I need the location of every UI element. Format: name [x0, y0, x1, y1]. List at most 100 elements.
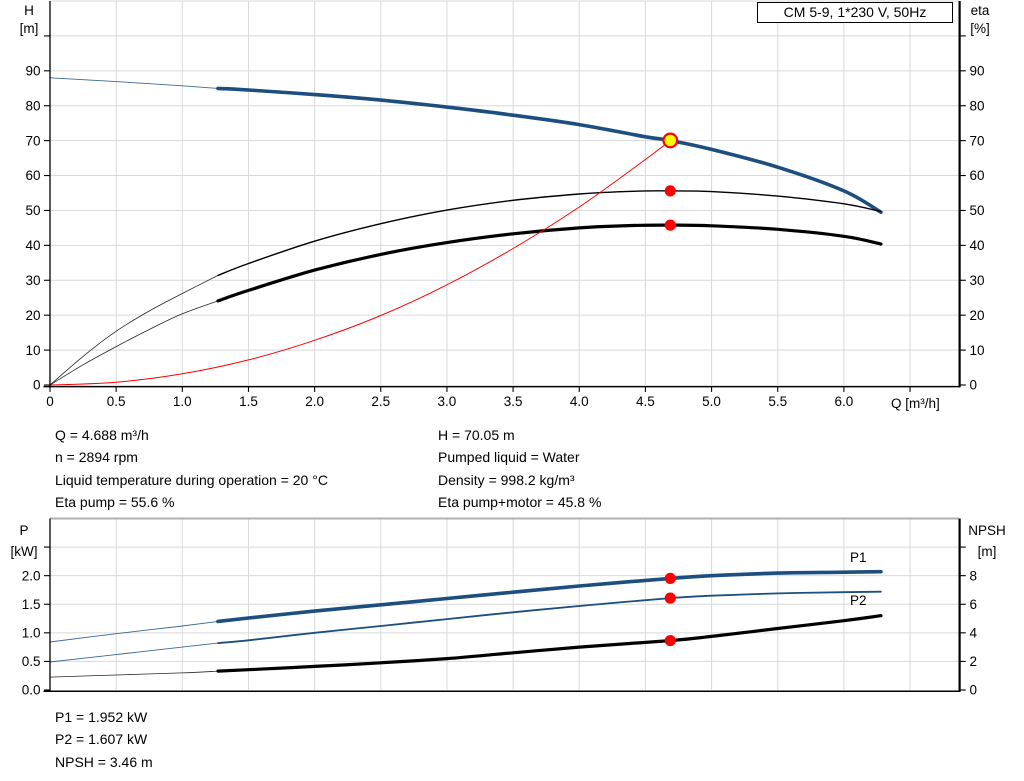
head-axis-label: H [m]: [10, 2, 48, 38]
svg-text:0: 0: [970, 683, 978, 698]
head-axis-label-symbol: H: [24, 3, 34, 18]
p2-point: [664, 592, 676, 604]
left-tick-labels: 0 10 20 30 40 50 60 70 80 90: [25, 64, 40, 393]
power-npsh-chart: 0.0 0.5 1.0 1.5 2.0 0 2 4 6 8: [22, 517, 978, 698]
svg-text:1.0: 1.0: [173, 394, 192, 409]
pump-title-box: CM 5-9, 1*230 V, 50Hz: [757, 2, 953, 23]
axes: [43, 1, 966, 392]
gridlines: [50, 0, 959, 385]
svg-text:50: 50: [25, 203, 40, 218]
svg-text:30: 30: [970, 273, 985, 288]
power-info-p2: P2 = 1.607 kW: [55, 731, 148, 748]
power-axis-label: P [kW]: [2, 520, 46, 562]
p1-point: [664, 572, 676, 585]
svg-text:5.5: 5.5: [768, 394, 787, 409]
svg-text:40: 40: [25, 238, 40, 253]
gridlines: [50, 517, 959, 690]
svg-text:60: 60: [25, 168, 40, 183]
svg-text:80: 80: [25, 98, 40, 113]
svg-text:40: 40: [970, 238, 985, 253]
svg-text:0.5: 0.5: [22, 654, 41, 669]
duty-point-marker: [662, 132, 679, 149]
svg-text:5.0: 5.0: [702, 394, 721, 409]
svg-text:0: 0: [46, 394, 54, 409]
svg-text:70: 70: [970, 133, 985, 148]
svg-text:30: 30: [25, 273, 40, 288]
svg-text:60: 60: [970, 168, 985, 183]
svg-text:0: 0: [970, 378, 978, 393]
power-info-npsh: NPSH = 3.46 m: [55, 753, 153, 770]
svg-text:6: 6: [970, 597, 978, 612]
operating-info-left-column: Q = 4.688 m³/h n = 2894 rpm Liquid tempe…: [55, 424, 328, 514]
power-axis-label-unit: [kW]: [10, 544, 38, 559]
svg-text:3.0: 3.0: [438, 394, 457, 409]
p2-curve-label: P2: [850, 593, 867, 608]
svg-text:2: 2: [970, 654, 978, 669]
left-tick-labels: 0.0 0.5 1.0 1.5 2.0: [22, 568, 41, 697]
svg-text:70: 70: [25, 133, 40, 148]
operating-info-head: H = 70.05 m: [438, 427, 515, 443]
svg-text:20: 20: [25, 308, 40, 323]
operating-info-liquid-temperature: Liquid temperature during operation = 20…: [55, 471, 328, 488]
system-curve: [49, 140, 671, 386]
p1-curve: [49, 569, 883, 643]
eta-axis-label-unit: [%]: [970, 21, 990, 36]
flow-axis-label: Q [m³/h]: [891, 396, 940, 411]
svg-text:90: 90: [970, 64, 985, 79]
npsh-axis-label-unit: [m]: [977, 544, 997, 559]
svg-text:0.0: 0.0: [22, 683, 41, 698]
svg-text:1.0: 1.0: [22, 626, 41, 641]
eta-axis-label-symbol: eta: [970, 3, 990, 18]
operating-info-right-column: H = 70.05 m Pumped liquid = Water Densit…: [438, 424, 601, 514]
svg-text:2.0: 2.0: [22, 568, 41, 583]
svg-text:10: 10: [25, 343, 40, 358]
axes: [43, 518, 966, 692]
eta-pump-motor-curve: [49, 223, 883, 386]
operating-info-pumped-liquid: Pumped liquid = Water: [438, 449, 580, 466]
svg-text:50: 50: [970, 203, 985, 218]
npsh-axis-label: NPSH [m]: [959, 520, 1015, 562]
svg-text:1.5: 1.5: [239, 394, 258, 409]
svg-text:6.0: 6.0: [834, 394, 853, 409]
svg-text:10: 10: [970, 343, 985, 358]
svg-text:0: 0: [33, 378, 41, 393]
operating-info-density: Density = 998.2 kg/m³: [438, 471, 575, 488]
p2-curve: [49, 590, 882, 663]
svg-text:3.5: 3.5: [504, 394, 523, 409]
svg-text:8: 8: [970, 568, 978, 583]
npsh-axis-label-symbol: NPSH: [968, 523, 1006, 538]
right-tick-labels: 0 10 20 30 40 50 60 70 80 90: [970, 64, 985, 393]
markers: [664, 572, 676, 647]
svg-text:4.5: 4.5: [636, 394, 655, 409]
eta-pump-curve: [49, 190, 882, 386]
svg-text:2.0: 2.0: [305, 394, 324, 409]
svg-text:1.5: 1.5: [22, 597, 41, 612]
operating-info-eta-pump: Eta pump = 55.6 %: [55, 494, 175, 511]
p1-curve-label: P1: [850, 550, 867, 565]
eta-pump-point: [664, 185, 676, 197]
svg-text:4: 4: [970, 626, 978, 641]
right-tick-labels: 0 2 4 6 8: [970, 568, 978, 697]
power-axis-label-symbol: P: [19, 523, 29, 538]
x-tick-labels: 0 0.5 1.0 1.5 2.0 2.5 3.0 3.5 4.0 4.5 5.0 5.5 6.0: [46, 394, 853, 409]
npsh-point: [664, 634, 676, 647]
eta-pump-motor-point: [664, 219, 676, 231]
head-axis-label-unit: [m]: [19, 21, 39, 36]
npsh-curve: [49, 614, 883, 678]
head-curve: [49, 77, 883, 214]
svg-text:20: 20: [970, 308, 985, 323]
power-info-block: P1 = 1.952 kW P2 = 1.607 kW NPSH = 3.46 …: [55, 706, 153, 773]
operating-info-speed: n = 2894 rpm: [55, 449, 138, 466]
operating-info-eta-pump-motor: Eta pump+motor = 45.8 %: [438, 494, 602, 511]
svg-text:2.5: 2.5: [371, 394, 390, 409]
svg-text:0.5: 0.5: [107, 394, 126, 409]
eta-axis-label: eta [%]: [961, 2, 999, 38]
markers: [662, 132, 679, 231]
svg-text:90: 90: [25, 64, 40, 79]
svg-text:4.0: 4.0: [570, 394, 589, 409]
power-info-p1: P1 = 1.952 kW: [55, 709, 148, 725]
operating-info-flow: Q = 4.688 m³/h: [55, 427, 149, 443]
